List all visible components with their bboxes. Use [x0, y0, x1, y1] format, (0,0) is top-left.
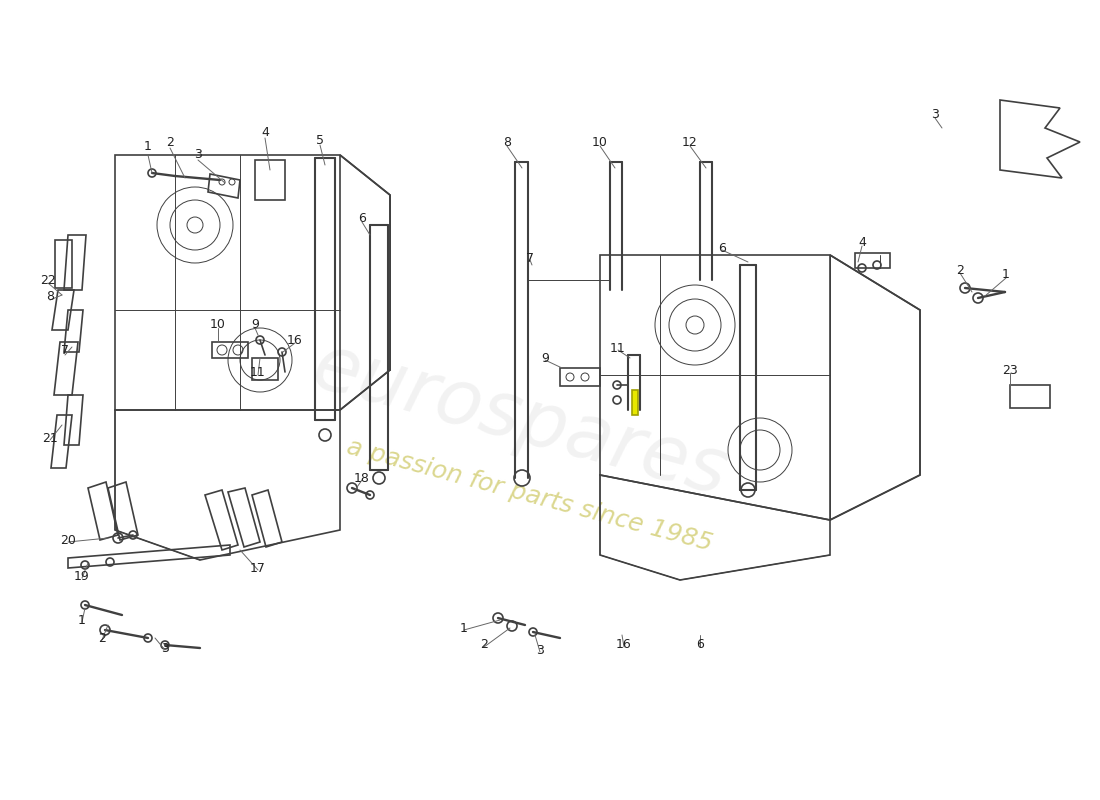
Text: 8: 8	[503, 137, 512, 150]
Text: 4: 4	[261, 126, 268, 139]
Text: 20: 20	[60, 534, 76, 546]
Text: 6: 6	[718, 242, 726, 254]
Text: 1: 1	[1002, 269, 1010, 282]
Text: 21: 21	[42, 431, 58, 445]
Text: 22: 22	[40, 274, 56, 286]
Text: 1: 1	[144, 141, 152, 154]
Text: 7: 7	[60, 343, 69, 357]
Text: 7: 7	[526, 251, 534, 265]
Text: eurospares: eurospares	[305, 329, 736, 511]
Text: a passion for parts since 1985: a passion for parts since 1985	[344, 434, 715, 555]
Text: 6: 6	[359, 211, 366, 225]
Text: 3: 3	[536, 643, 543, 657]
Text: 4: 4	[858, 237, 866, 250]
Text: 10: 10	[592, 137, 608, 150]
Text: 11: 11	[610, 342, 626, 354]
Text: 5: 5	[316, 134, 324, 146]
Text: 1: 1	[78, 614, 86, 626]
Text: 9: 9	[541, 351, 549, 365]
Text: 9: 9	[251, 318, 258, 331]
Text: 1: 1	[460, 622, 467, 634]
Text: 16: 16	[287, 334, 303, 346]
Text: 2: 2	[480, 638, 488, 651]
Text: 17: 17	[250, 562, 266, 574]
Text: 23: 23	[1002, 363, 1018, 377]
Text: 3: 3	[161, 642, 169, 654]
Text: 6: 6	[696, 638, 704, 651]
Text: 11: 11	[250, 366, 266, 378]
Text: 12: 12	[682, 137, 697, 150]
Text: 2: 2	[98, 631, 106, 645]
Text: 16: 16	[616, 638, 631, 651]
Text: 3: 3	[194, 149, 202, 162]
Text: 19: 19	[74, 570, 90, 582]
Text: 2: 2	[166, 137, 174, 150]
Text: 18: 18	[354, 471, 370, 485]
Text: 2: 2	[956, 263, 964, 277]
Polygon shape	[632, 390, 638, 415]
Text: 3: 3	[931, 109, 939, 122]
Text: 10: 10	[210, 318, 225, 331]
Text: 8: 8	[46, 290, 54, 302]
